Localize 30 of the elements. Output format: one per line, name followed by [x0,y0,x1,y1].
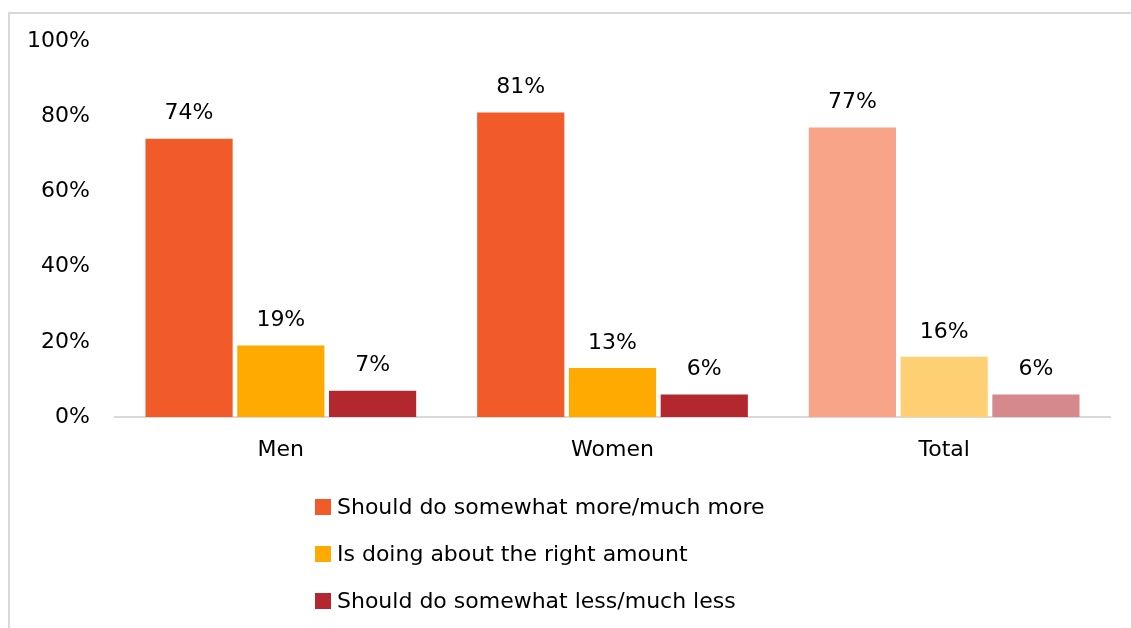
x-tick-label: Men [257,435,305,461]
y-tick-label: 100% [27,26,90,52]
data-label: 81% [496,73,546,99]
legend-label: Should do somewhat more/much more [337,494,765,519]
data-label: 7% [355,351,391,377]
bar [660,394,748,417]
y-tick-label: 60% [41,177,90,203]
bar [477,112,565,417]
bar [329,390,417,417]
data-label: 6% [1018,355,1054,381]
bar [568,368,657,417]
legend-label: Is doing about the right amount [337,541,688,566]
bar [145,138,233,417]
y-tick-label: 80% [41,101,90,127]
data-label: 19% [256,306,306,332]
x-tick-label: Women [571,435,654,461]
x-tick-label: Total [917,435,970,461]
data-label: 77% [827,88,877,114]
data-label: 16% [919,317,969,343]
data-label: 13% [588,328,637,354]
y-tick-label: 0% [55,402,90,428]
data-label: 74% [164,99,214,125]
y-tick-label: 40% [41,252,90,278]
bar [900,356,988,417]
data-label: 6% [686,355,722,381]
bar [808,127,896,417]
bar [237,345,325,417]
legend-label: Should do somewhat less/much less [337,588,736,613]
y-tick-label: 20% [41,327,90,353]
bar [992,394,1080,417]
